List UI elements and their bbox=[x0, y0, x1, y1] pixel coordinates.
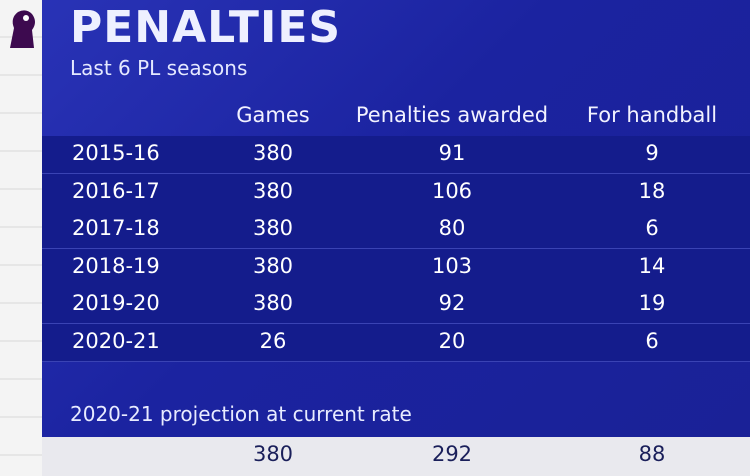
column-header: For handball bbox=[586, 103, 718, 127]
season-label: 2017-18 bbox=[72, 216, 160, 240]
table-cell: 380 bbox=[252, 141, 294, 165]
table-row bbox=[42, 286, 750, 324]
table-cell: 106 bbox=[431, 178, 473, 203]
table-cell: 103 bbox=[431, 253, 473, 278]
table-row bbox=[42, 248, 750, 287]
table-row bbox=[42, 173, 750, 212]
table-cell: 14 bbox=[638, 253, 666, 278]
subtitle: Last 6 PL seasons bbox=[70, 56, 248, 80]
column-header: Penalties awarded bbox=[355, 103, 549, 127]
projection-row bbox=[42, 437, 750, 476]
table-cell: 18 bbox=[638, 178, 666, 203]
column-header: Games bbox=[236, 103, 310, 127]
table-cell: 91 bbox=[438, 141, 466, 165]
table-cell: 9 bbox=[645, 141, 659, 165]
table-row bbox=[42, 136, 750, 174]
table-cell: 380 bbox=[252, 178, 294, 203]
table-cell: 380 bbox=[252, 291, 294, 315]
projection-cell: 380 bbox=[252, 442, 294, 466]
table-cell: 6 bbox=[645, 216, 659, 240]
projection-cell: 292 bbox=[431, 442, 473, 466]
league-logo bbox=[10, 10, 35, 48]
table-cell: 92 bbox=[438, 291, 466, 315]
table-cell: 20 bbox=[438, 328, 466, 353]
projection-label: 2020-21 projection at current rate bbox=[70, 402, 412, 426]
projection-cell: 88 bbox=[638, 442, 666, 466]
title: PENALTIES bbox=[70, 2, 342, 53]
season-label: 2016-17 bbox=[72, 178, 160, 203]
season-label: 2015-16 bbox=[72, 141, 160, 165]
table-cell: 26 bbox=[259, 328, 287, 353]
side-strip bbox=[0, 0, 42, 476]
table-row bbox=[42, 323, 750, 362]
table-cell: 19 bbox=[638, 291, 666, 315]
season-label: 2018-19 bbox=[72, 253, 160, 278]
table-cell: 380 bbox=[252, 253, 294, 278]
season-label: 2020-21 bbox=[72, 328, 160, 353]
table-cell: 80 bbox=[438, 216, 466, 240]
table-cell: 380 bbox=[252, 216, 294, 240]
table-cell: 6 bbox=[645, 328, 659, 353]
season-label: 2019-20 bbox=[72, 291, 160, 315]
